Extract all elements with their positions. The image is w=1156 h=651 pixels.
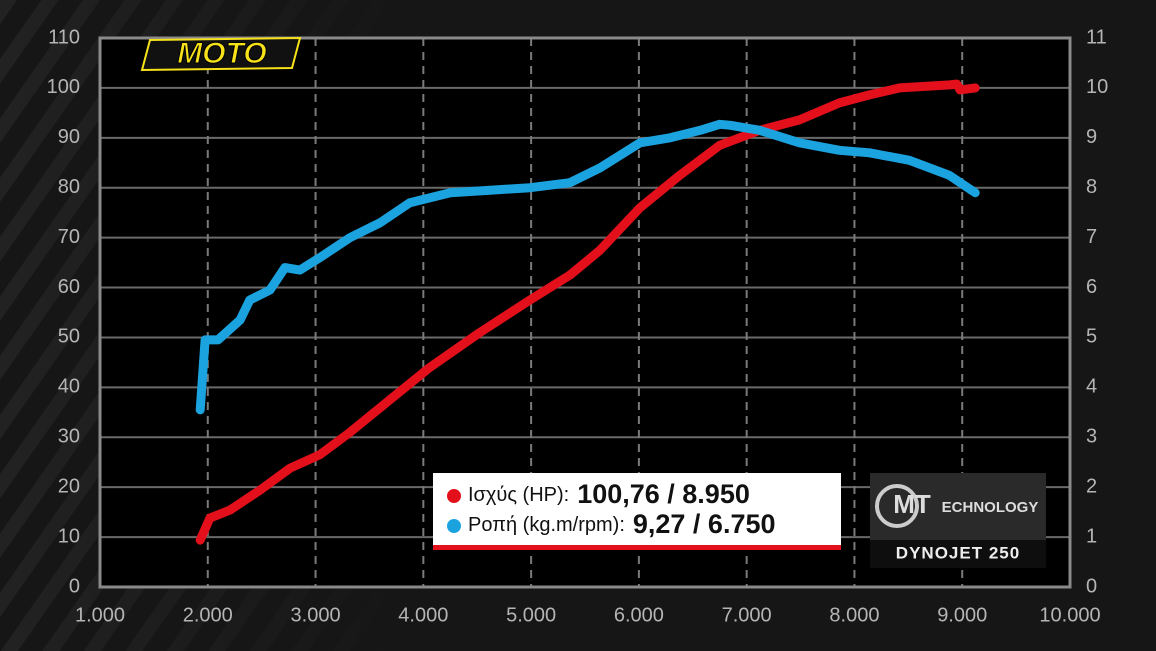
y-tick-label: 100	[47, 76, 80, 98]
y2-tick-label: 7	[1086, 226, 1097, 248]
lines	[195, 79, 980, 545]
badge-mark: MT	[893, 489, 931, 519]
legend-swatch	[447, 519, 461, 533]
legend-box	[433, 473, 841, 545]
y2-tick-label: 4	[1086, 376, 1097, 398]
x-tick-label: 7.000	[722, 604, 772, 626]
y2-tick-label: 11	[1086, 26, 1107, 48]
y-tick-label: 0	[69, 575, 80, 597]
y-tick-label: 90	[58, 126, 80, 148]
badge-model: DYNOJET 250	[896, 543, 1020, 562]
x-tick-label: 9.000	[937, 604, 987, 626]
y2-tick-label: 0	[1086, 575, 1097, 597]
y2-tick-label: 3	[1086, 426, 1097, 448]
x-tick-label: 4.000	[398, 604, 448, 626]
y-tick-label: 10	[58, 525, 80, 547]
y-tick-label: 80	[58, 176, 80, 198]
y-tick-label: 60	[58, 276, 80, 298]
y-tick-label: 50	[58, 326, 80, 348]
y-tick-label: 110	[48, 26, 80, 48]
y2-tick-label: 5	[1086, 326, 1097, 348]
badge-bar	[870, 540, 1046, 568]
legend-label: Ροπή (kg.m/rpm):	[468, 514, 625, 536]
x-tick-label: 10.000	[1039, 604, 1100, 626]
badge-text: ECHNOLOGY	[942, 499, 1039, 516]
legend-text: Ισχύς (HP): 100,76 / 8.950	[468, 479, 750, 509]
legend-summary: 9,27 / 6.750	[633, 509, 776, 539]
series-line	[195, 119, 980, 415]
y2-tick-label: 6	[1086, 276, 1097, 298]
y2-tick-label: 9	[1086, 126, 1097, 148]
plot-frame	[98, 36, 1072, 589]
legend-underline	[433, 545, 841, 550]
x-tick-label: 5.000	[506, 604, 556, 626]
x-tick-label: 6.000	[614, 604, 664, 626]
y-tick-label: 30	[58, 426, 80, 448]
logo-shape	[140, 36, 302, 72]
legend-label: Ισχύς (HP):	[468, 484, 569, 506]
badge: MT ECHNOLOGY DYNOJET 250	[870, 473, 1046, 568]
y2-tick-label: 1	[1086, 525, 1097, 547]
legend-swatch	[447, 489, 461, 503]
y-tick-label: 70	[58, 226, 80, 248]
x-tick-label: 2.000	[183, 604, 233, 626]
series-line	[195, 79, 980, 545]
y2-tick-label: 10	[1086, 76, 1108, 98]
y2-tick-label: 2	[1086, 475, 1097, 497]
y-tick-label: 20	[58, 475, 80, 497]
brand-logo: MOTO	[140, 36, 302, 72]
y-tick-label: 40	[58, 376, 80, 398]
badge-c	[875, 484, 919, 528]
x-tick-label: 3.000	[291, 604, 341, 626]
y2-tick-label: 8	[1086, 176, 1097, 198]
brand-text: MOTO	[177, 37, 266, 70]
x-tick-label: 8.000	[829, 604, 879, 626]
legend-summary: 100,76 / 8.950	[577, 479, 750, 509]
legend-text: Ροπή (kg.m/rpm): 9,27 / 6.750	[468, 509, 776, 539]
x-tick-label: 1.000	[75, 604, 125, 626]
